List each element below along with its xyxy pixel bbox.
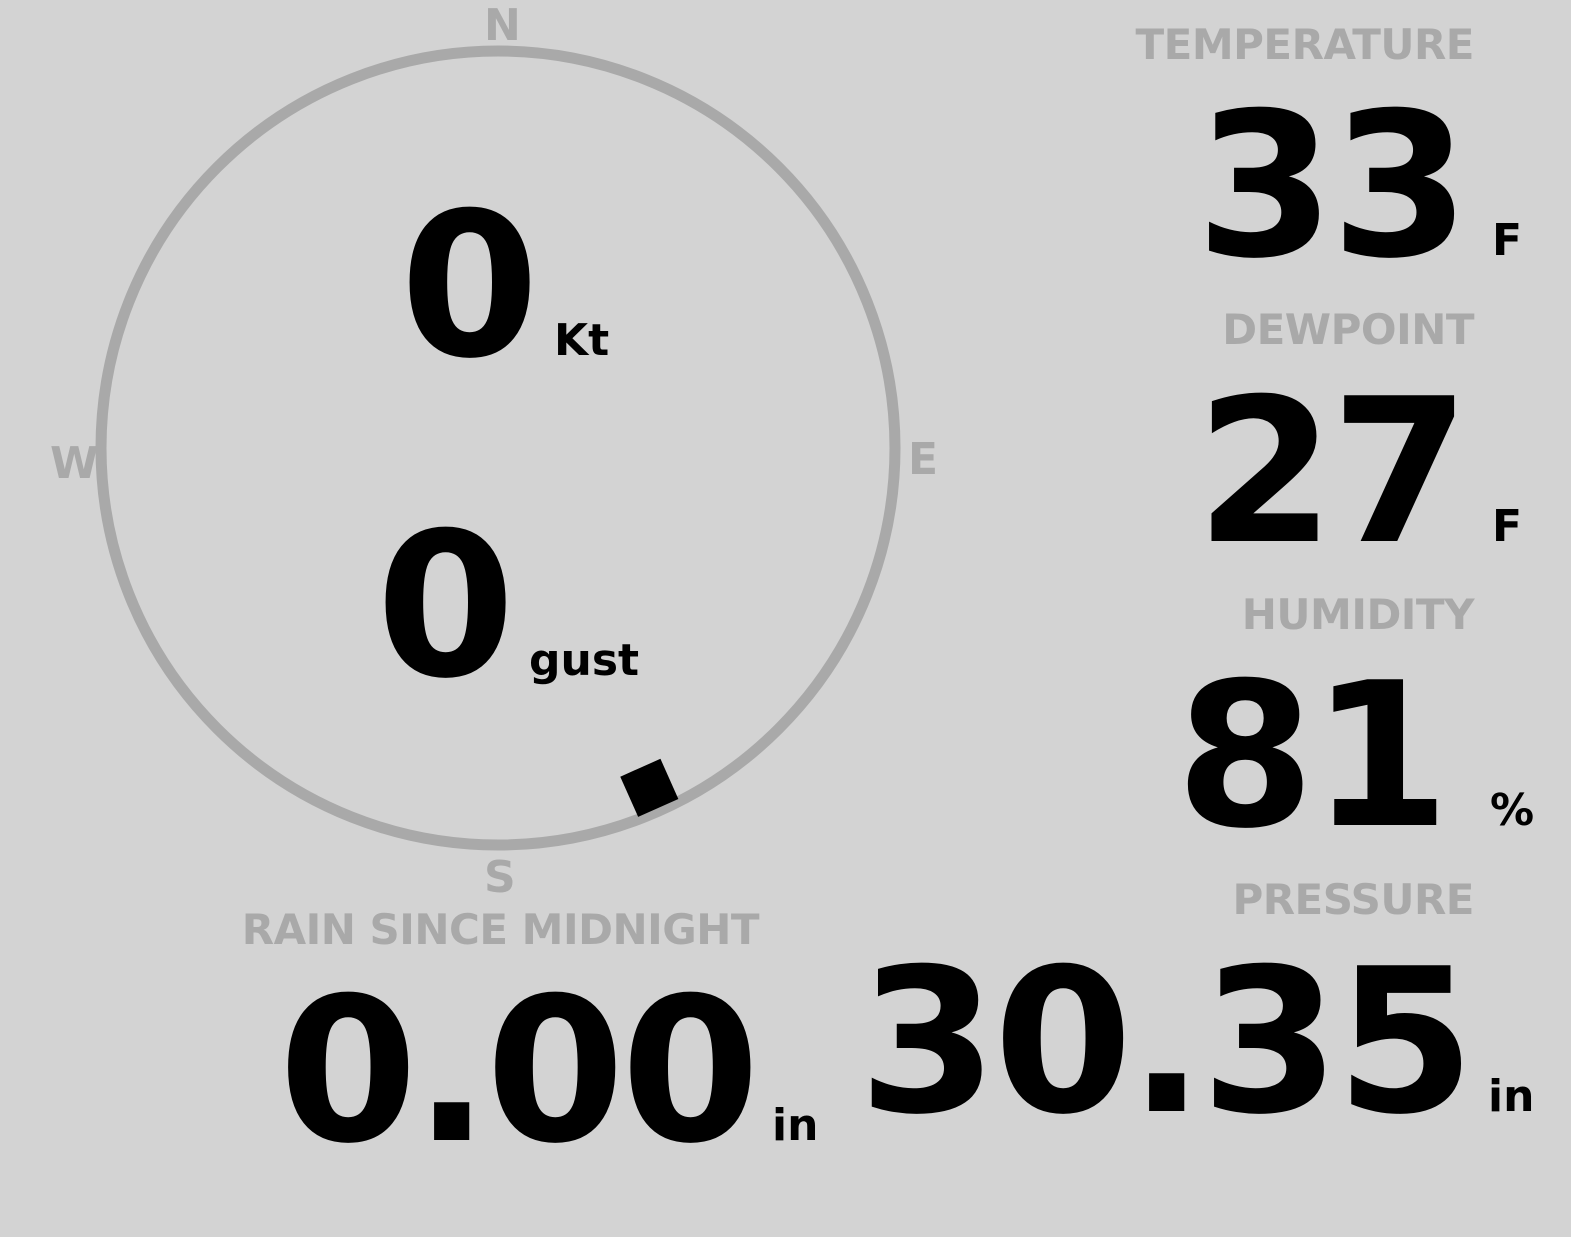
dewpoint-label: DEWPOINT [1222,305,1474,354]
rain-label: RAIN SINCE MIDNIGHT [241,905,760,954]
wind-speed-unit: Kt [554,315,610,366]
rain-value: 0.00 [278,955,760,1188]
temperature-label: TEMPERATURE [1135,20,1475,69]
compass-north-label: N [484,0,521,51]
humidity-value: 81 [1175,640,1450,873]
humidity-unit: % [1490,785,1535,836]
wind-gust-value: 0 [376,490,515,723]
wind-speed-value: 0 [400,170,539,403]
compass-east-label: E [908,434,939,485]
wind-direction-marker [620,758,679,817]
wind-gust-unit: gust [529,635,640,686]
pressure-value: 30.35 [858,926,1475,1159]
pressure-unit: in [1488,1071,1535,1122]
compass-south-label: S [484,852,516,903]
compass-west-label: W [50,438,99,489]
pressure-label: PRESSURE [1232,875,1474,924]
humidity-label: HUMIDITY [1241,590,1475,639]
dewpoint-value: 27 [1195,356,1470,589]
dewpoint-unit: F [1492,501,1523,552]
rain-unit: in [772,1100,819,1151]
compass-ring [95,45,901,851]
temperature-value: 33 [1195,70,1470,303]
temperature-unit: F [1492,215,1523,266]
